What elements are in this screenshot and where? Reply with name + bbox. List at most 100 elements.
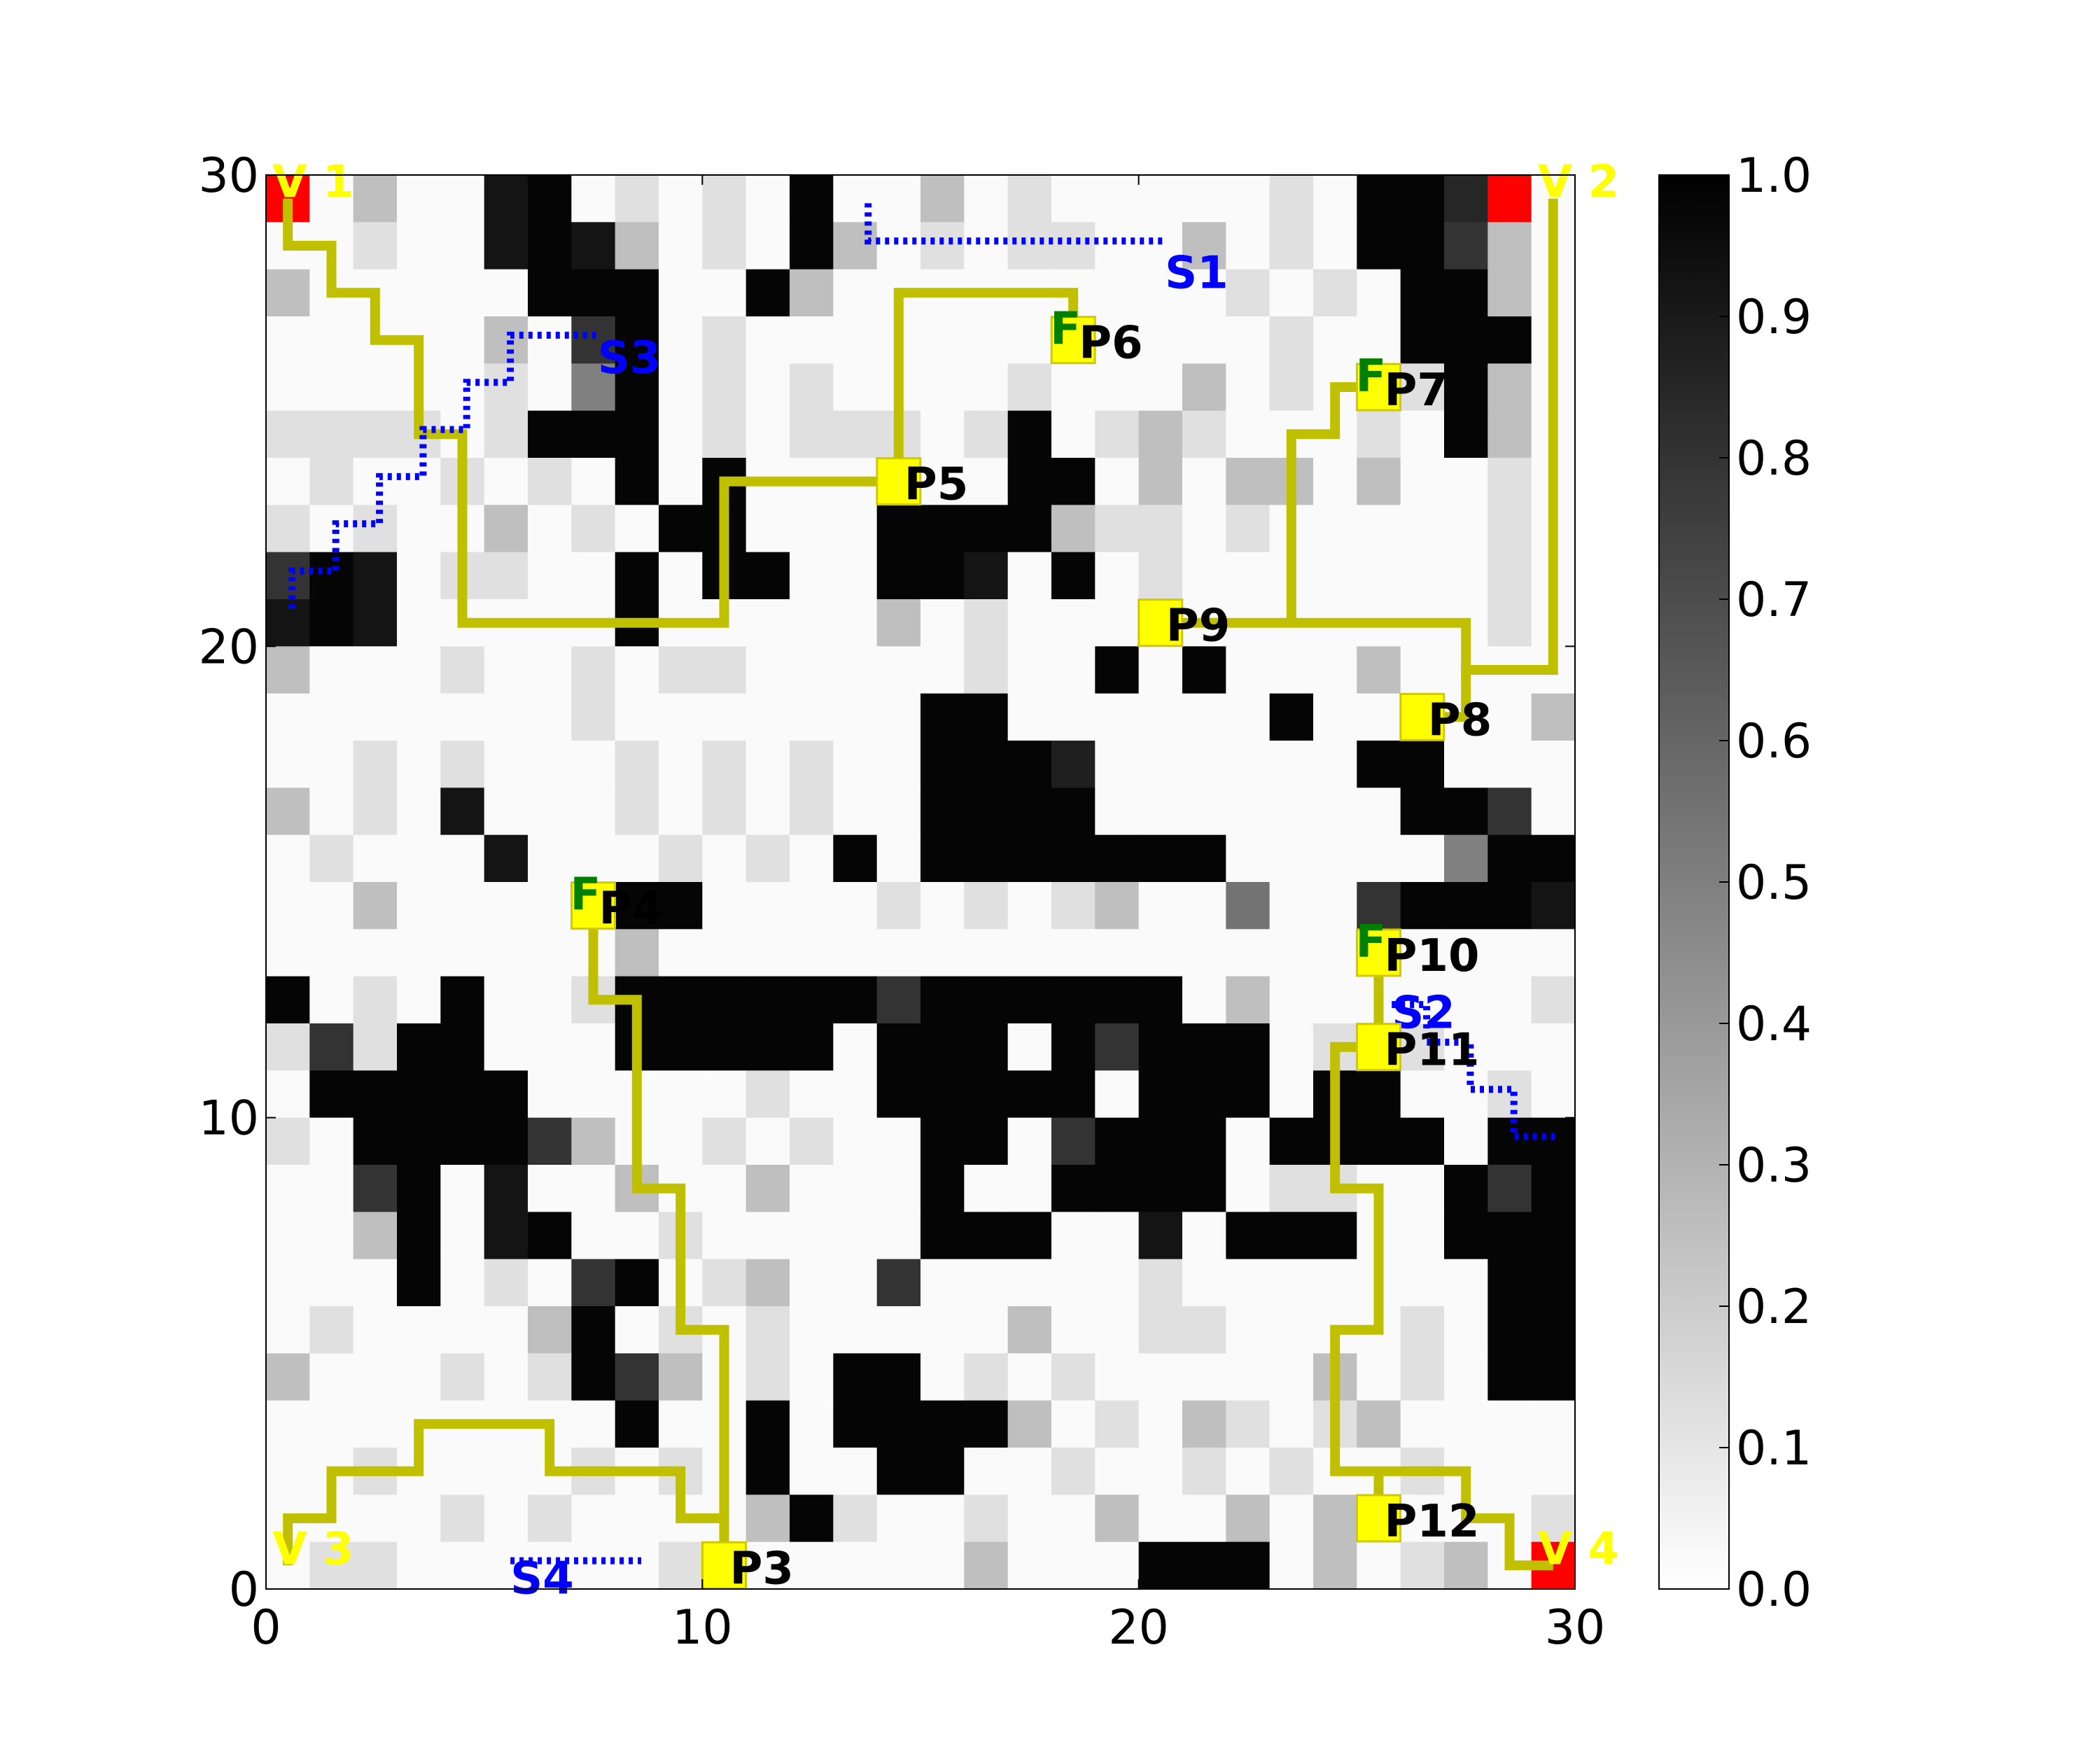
heatmap-cell	[1488, 222, 1532, 270]
heatmap-cell	[1182, 552, 1226, 600]
heatmap-cell	[702, 1023, 747, 1071]
heatmap-cell	[1138, 693, 1183, 741]
heatmap-cell	[1095, 1306, 1140, 1354]
heatmap-cell	[484, 741, 528, 788]
heatmap-cell	[484, 175, 528, 223]
heatmap-cell	[309, 882, 354, 930]
heatmap-cell	[659, 269, 703, 317]
heatmap-cell	[746, 552, 790, 600]
heatmap-cell	[1226, 505, 1270, 553]
heatmap-cell	[1531, 1494, 1576, 1543]
heatmap-cell	[1488, 882, 1532, 930]
heatmap-cell	[397, 882, 441, 930]
heatmap-cell	[528, 1212, 572, 1260]
heatmap-cell	[1051, 505, 1096, 553]
heatmap-cell	[484, 1494, 528, 1543]
heatmap-cell	[876, 1353, 921, 1401]
heatmap-cell	[266, 1070, 310, 1119]
heatmap-cell	[353, 788, 398, 836]
heatmap-cell	[615, 882, 659, 930]
heatmap-cell	[1357, 175, 1401, 223]
heatmap-cell	[790, 693, 834, 741]
heatmap-cell	[528, 646, 572, 694]
heatmap-cell	[1357, 269, 1401, 317]
heatmap-cell	[746, 1023, 790, 1071]
heatmap-cell	[1051, 175, 1096, 223]
heatmap-cell	[1138, 458, 1183, 505]
heatmap-cell	[397, 1023, 441, 1071]
heatmap-cell	[1357, 882, 1401, 930]
heatmap-cell	[615, 410, 659, 458]
heatmap-cell	[484, 1259, 528, 1307]
heatmap-cell	[353, 646, 398, 694]
heatmap-cell	[266, 410, 310, 458]
heatmap-cell	[790, 505, 834, 553]
heatmap-cell	[571, 1541, 616, 1590]
heatmap-cell	[528, 410, 572, 458]
heatmap-cell	[1357, 693, 1401, 741]
point-flag: F	[1356, 916, 1387, 968]
stair-label: S1	[1165, 248, 1228, 300]
heatmap-cell	[746, 1400, 790, 1448]
heatmap-cell	[266, 976, 310, 1024]
heatmap-cell	[1182, 1494, 1226, 1543]
heatmap-cell	[1095, 834, 1140, 883]
heatmap-cell	[266, 834, 310, 883]
heatmap-cell	[1444, 788, 1488, 836]
heatmap-cell	[920, 363, 965, 412]
heatmap-cell	[1313, 693, 1357, 741]
heatmap-cell	[1007, 1494, 1052, 1543]
heatmap-cell	[876, 882, 921, 930]
point-label: P10	[1385, 930, 1480, 982]
heatmap-cell	[1095, 976, 1140, 1024]
heatmap-cell	[615, 929, 659, 977]
heatmap-cell	[1269, 1494, 1314, 1543]
heatmap-cell	[397, 269, 441, 317]
heatmap-cell	[1138, 788, 1183, 836]
heatmap-cell	[1182, 1212, 1226, 1260]
heatmap-cell	[1313, 882, 1357, 930]
point-label: P12	[1385, 1496, 1480, 1548]
heatmap-cell	[1488, 1023, 1532, 1071]
heatmap-cell	[1182, 175, 1226, 223]
heatmap-cell	[440, 834, 485, 883]
heatmap-cell	[1051, 1259, 1096, 1307]
heatmap-cell	[1400, 882, 1445, 930]
heatmap-cell	[1488, 1165, 1532, 1212]
heatmap-cell	[309, 1400, 354, 1448]
heatmap-cell	[1313, 1212, 1357, 1260]
heatmap-cell	[1269, 741, 1314, 788]
heatmap-cell	[1182, 458, 1226, 505]
heatmap-cell	[528, 1023, 572, 1071]
colorbar-tick-label: 0.9	[1736, 290, 1812, 345]
heatmap-cell	[790, 976, 834, 1024]
heatmap-cell	[964, 1306, 1009, 1354]
heatmap-cell	[964, 788, 1009, 836]
heatmap-cell	[1269, 1353, 1314, 1401]
heatmap-cell	[1051, 1494, 1096, 1543]
heatmap-cell	[1400, 741, 1445, 788]
heatmap-cell	[964, 1494, 1009, 1543]
vertex-label: V 3	[272, 1523, 354, 1575]
point-label: P8	[1428, 694, 1492, 746]
heatmap-cell	[833, 1259, 878, 1307]
axes: 0 10 20 30 0 10 20 30	[198, 148, 1605, 1656]
heatmap-cell	[1444, 1400, 1488, 1448]
heatmap-cell	[571, 363, 616, 412]
heatmap-cell	[790, 1259, 834, 1307]
stair-label: S4	[510, 1553, 574, 1605]
heatmap-cell	[528, 1353, 572, 1401]
heatmap-cell	[309, 1306, 354, 1354]
heatmap-cell	[571, 175, 616, 223]
heatmap-cell	[484, 788, 528, 836]
x-tick-label: 30	[1545, 1600, 1606, 1656]
heatmap-cell	[571, 269, 616, 317]
heatmap-cell	[1488, 363, 1532, 412]
heatmap-cell	[1095, 741, 1140, 788]
heatmap-cell	[309, 976, 354, 1024]
heatmap-cell	[1488, 929, 1532, 977]
heatmap-cell	[528, 834, 572, 883]
heatmap-cell	[659, 1117, 703, 1166]
heatmap-cell	[920, 1165, 965, 1212]
heatmap-cell	[571, 693, 616, 741]
